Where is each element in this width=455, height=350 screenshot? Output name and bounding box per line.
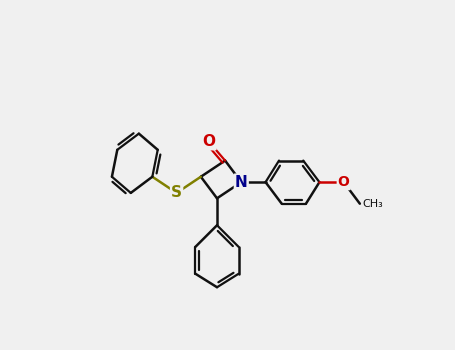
Text: O: O <box>338 175 349 189</box>
Text: S: S <box>171 186 182 201</box>
Text: CH₃: CH₃ <box>363 199 383 209</box>
Text: N: N <box>235 175 248 190</box>
Text: O: O <box>202 134 215 149</box>
